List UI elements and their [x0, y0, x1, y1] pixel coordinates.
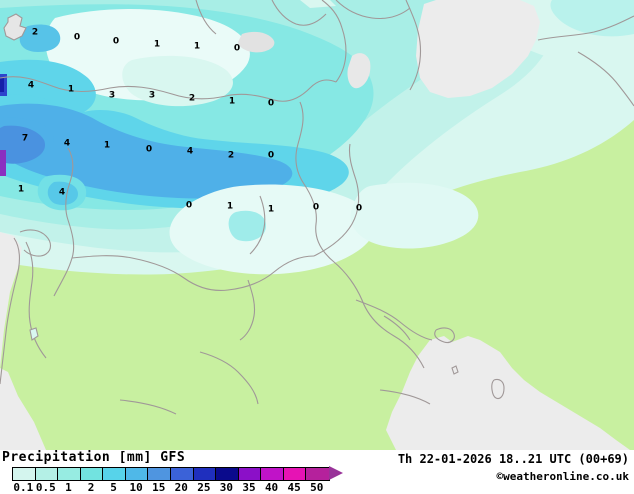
water-bodies — [0, 0, 630, 450]
scale-tick-label: 15 — [152, 481, 166, 494]
persian-gulf — [386, 336, 630, 450]
precip-band-25-edge — [0, 78, 4, 92]
dead-sea — [29, 327, 39, 341]
precip-band-southern-lobe — [169, 184, 375, 275]
border-iraq-iran — [295, 101, 425, 369]
border-iran-ne — [537, 15, 634, 41]
scale-overflow-arrow — [329, 466, 343, 480]
border-internal-north — [195, 0, 217, 35]
river-tigris — [239, 279, 256, 341]
color-swatch — [283, 468, 307, 480]
copyright-notice: ©weatheronline.co.uk — [496, 470, 629, 483]
red-sea — [0, 368, 46, 450]
scale-tick-label: 35 — [242, 481, 256, 494]
mediterranean-sea — [0, 232, 22, 368]
lake-urmia — [347, 53, 371, 89]
scale-tick-label: 50 — [310, 481, 324, 494]
border-east-iran — [577, 51, 634, 107]
color-swatch — [306, 468, 329, 480]
scale-tick-label: 45 — [287, 481, 301, 494]
legend-footer: Precipitation [mm] GFS 0.1 0.5 1 2 5 10 15 20 25… — [0, 450, 634, 494]
color-scale-bar[interactable] — [12, 467, 330, 481]
lake-van — [238, 31, 275, 53]
border-saudi-south — [383, 315, 411, 341]
scale-tick-label: 25 — [197, 481, 211, 494]
color-swatch — [13, 468, 36, 480]
scale-tick-label: 20 — [174, 481, 188, 494]
border-turkey-iran — [321, 0, 347, 83]
scale-tick-label: 30 — [219, 481, 234, 494]
color-swatch — [238, 468, 262, 480]
coast-levant — [0, 237, 21, 385]
color-swatch — [216, 468, 239, 480]
border-syria-jordan — [53, 147, 75, 297]
color-swatch — [35, 468, 59, 480]
border-arabia-interior — [199, 351, 259, 405]
qatar-outline — [491, 378, 505, 400]
legend-title: Precipitation [mm] GFS — [2, 450, 186, 465]
map-canvas — [0, 0, 634, 450]
border-lebanon — [19, 229, 52, 257]
bahrain-outline — [451, 365, 459, 375]
border-iraq-saudi — [313, 143, 360, 257]
scale-tick-label: 10 — [129, 481, 143, 494]
cyprus-outline — [3, 13, 27, 41]
scale-tick-label: 5 — [110, 481, 117, 494]
scale-tick-label: 0.1 — [13, 481, 34, 494]
scale-tick-label: 1 — [65, 481, 72, 494]
color-swatch — [193, 468, 217, 480]
border-saudi-kuwait — [355, 299, 433, 341]
color-swatch — [103, 468, 126, 480]
border-saudi-east — [379, 389, 431, 405]
precip-band-purple-edge — [0, 150, 6, 176]
color-swatch — [58, 468, 81, 480]
caspian-sea — [416, 0, 540, 98]
color-scale-tick-labels: 0.1 0.5 1 2 5 10 15 20 25 30 35 40 45 50 — [0, 481, 345, 494]
river-euphrates — [249, 195, 266, 255]
color-swatch — [261, 468, 284, 480]
kuwait-outline — [434, 327, 455, 344]
precip-pocket-topleft — [19, 24, 61, 52]
border-caucasus — [335, 0, 411, 20]
scale-tick-label: 40 — [264, 481, 279, 494]
black-sea-strip — [300, 0, 336, 8]
color-swatch — [170, 468, 194, 480]
border-jordan-saudi — [71, 255, 315, 292]
color-swatch — [80, 468, 104, 480]
color-swatch — [148, 468, 171, 480]
map-borders — [0, 0, 634, 415]
precip-band-southern-lobe-core — [228, 210, 266, 242]
precip-band-10 — [0, 103, 293, 199]
precip-band-east — [350, 182, 479, 249]
border-turkey-syria — [0, 76, 337, 102]
border-internal-north2 — [271, 0, 327, 26]
forecast-timestamp: Th 22-01-2026 18..21 UTC (00+69) — [397, 452, 629, 466]
precip-hole-dry-2 — [122, 55, 233, 107]
precip-band-15 — [0, 125, 46, 164]
scale-tick-label: 2 — [87, 481, 95, 494]
border-israel-jordan — [25, 241, 47, 359]
color-swatch — [125, 468, 149, 480]
border-iran-north — [405, 0, 422, 91]
precip-pocket-jordan-core — [47, 181, 78, 205]
scale-tick-label: 0.5 — [35, 481, 56, 494]
border-arabia-interior2 — [119, 399, 177, 415]
precip-band-ne-2 — [550, 0, 634, 37]
